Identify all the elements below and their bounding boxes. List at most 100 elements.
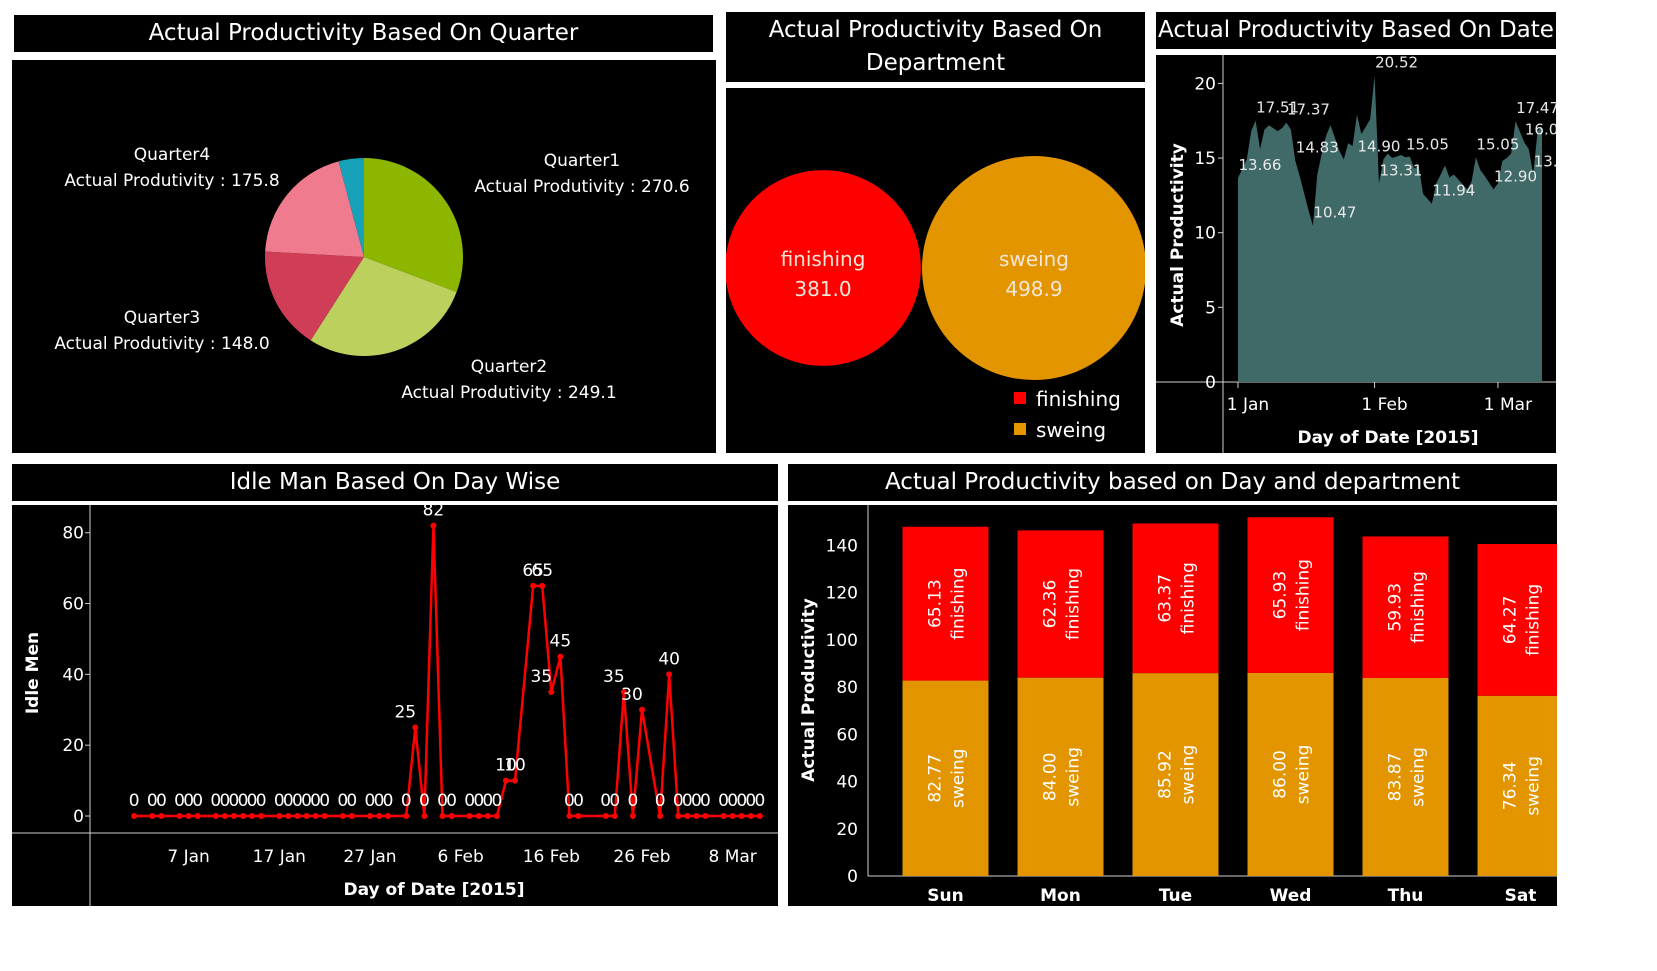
idle-point — [186, 813, 192, 819]
legend-label-finishing: finishing — [1036, 387, 1121, 411]
y-axis-title: Idle Men — [23, 632, 43, 714]
area-data-label: 10.47 — [1313, 204, 1356, 222]
bar-value-label: 84.00 — [1041, 752, 1061, 801]
idle-point — [403, 813, 409, 819]
area-data-label: 15.05 — [1406, 135, 1449, 153]
bar-series-label: sweing — [1179, 745, 1199, 805]
day-dept-chart-title: Actual Productivity based on Day and dep… — [788, 464, 1557, 501]
idle-point-label: 0 — [192, 791, 203, 811]
idle-point — [440, 813, 446, 819]
bar-value-label: 65.13 — [926, 579, 946, 628]
idle-point — [231, 813, 237, 819]
area-data-label: 17.37 — [1287, 101, 1330, 119]
day-dept-bar-chart: 020406080100120140Actual Productivity 82.… — [788, 505, 1557, 906]
idle-point-label: 35 — [530, 667, 552, 687]
pie-label-name: Quarter1 — [544, 151, 621, 171]
idle-point — [412, 724, 418, 730]
pie-label-name: Quarter3 — [124, 308, 201, 328]
y-tick-label: 5 — [1205, 298, 1216, 318]
bar-value-label: 83.87 — [1386, 753, 1406, 802]
idle-point — [285, 813, 291, 819]
department-bubble-chart: finishing381.0sweing498.9finishingsweing — [726, 88, 1145, 453]
idle-point — [494, 813, 500, 819]
bar-series-label: finishing — [1294, 559, 1314, 631]
idle-point-label: 0 — [419, 791, 430, 811]
idle-point-label: 10 — [504, 756, 526, 776]
idle-line-chart: 0204060807 Jan 17 Jan 27 Jan 6 Feb 16 Feb 26 … — [12, 505, 778, 906]
y-tick-label: 80 — [62, 524, 84, 544]
bar-value-label: 63.37 — [1156, 574, 1176, 623]
bar-series-label: finishing — [1064, 568, 1084, 640]
area-series — [1238, 76, 1542, 382]
idle-point — [177, 813, 183, 819]
idle-point — [603, 813, 609, 819]
y-tick-label: 60 — [836, 725, 858, 745]
bar-series-label: finishing — [949, 568, 969, 640]
idle-point-label: 0 — [346, 791, 357, 811]
idle-line-panel: 0 20 40 60 80 7 Jan 17 Jan 27 Jan 6 Feb 16 Feb 26 … — [12, 505, 778, 906]
idle-point — [684, 813, 690, 819]
x-tick-label: Sat — [1505, 886, 1537, 906]
idle-point — [158, 813, 164, 819]
day-dept-bar-panel: 0 20 40 60 80 100 120 140 Actual Productivity 82.… — [788, 505, 1557, 906]
idle-point — [349, 813, 355, 819]
y-tick-label: 100 — [826, 631, 858, 651]
idle-point — [612, 813, 618, 819]
bar-series-label: finishing — [1409, 571, 1429, 643]
idle-point — [757, 813, 763, 819]
area-data-label: 11.94 — [1432, 182, 1475, 200]
pie-label-name: Quarter4 — [134, 145, 211, 165]
y-tick-label: 140 — [826, 536, 858, 556]
quarter-pie-chart: Quarter1 Actual Produtivity : 270.6 Quarte… — [12, 60, 716, 453]
area-data-label: 13.66 — [1239, 156, 1282, 174]
department-bubble-panel: finishing 381.0 sweing 498.9 finishing sweing — [726, 88, 1145, 453]
idle-point — [313, 813, 319, 819]
area-data-label: 20.52 — [1375, 55, 1418, 72]
x-tick-label: 7 Jan — [167, 847, 209, 867]
pie-label-value: Actual Produtivity : 270.6 — [474, 177, 689, 197]
idle-point — [666, 671, 672, 677]
x-tick-label: 17 Jan — [253, 847, 306, 867]
x-tick-label: 26 Feb — [613, 847, 670, 867]
area-data-label: 13.31 — [1380, 161, 1423, 179]
idle-point-label: 0 — [256, 791, 267, 811]
idle-point-label: 0 — [655, 791, 666, 811]
idle-point — [639, 707, 645, 713]
pie-label-value: Actual Produtivity : 148.0 — [54, 334, 269, 354]
idle-point — [240, 813, 246, 819]
bar-value-label: 62.36 — [1041, 580, 1061, 629]
idle-point — [748, 813, 754, 819]
y-tick-label: 15 — [1194, 149, 1216, 169]
x-axis-title: Day of Date [2015] — [1297, 428, 1478, 448]
idle-point — [721, 813, 727, 819]
bar-value-label: 82.77 — [926, 754, 946, 803]
bar-value-label: 85.92 — [1156, 750, 1176, 799]
idle-point — [131, 813, 137, 819]
y-tick-label: 20 — [62, 736, 84, 756]
x-tick-label: Sun — [927, 886, 963, 906]
idle-point-label: 0 — [754, 791, 765, 811]
idle-point-label: 0 — [129, 791, 140, 811]
pie-label-value: Actual Produtivity : 249.1 — [401, 383, 616, 403]
bar-series-label: sweing — [1064, 747, 1084, 807]
y-tick-label: 40 — [62, 665, 84, 685]
bar-value-label: 86.00 — [1271, 750, 1291, 799]
date-area-panel: 0 5 10 15 20 1 Jan 1 Feb 1 Mar Day of Date [2015… — [1156, 55, 1556, 453]
quarter-pie-panel: Quarter1 Actual Produtivity : 270.6 Quarte… — [12, 60, 716, 453]
area-data-label: 14.90 — [1357, 138, 1400, 156]
x-tick-label: Tue — [1159, 886, 1192, 906]
idle-point — [276, 813, 282, 819]
idle-point — [449, 813, 455, 819]
idle-point — [576, 813, 582, 819]
idle-point — [249, 813, 255, 819]
quarter-chart-title: Actual Productivity Based On Quarter — [14, 15, 713, 52]
idle-point — [530, 583, 536, 589]
x-tick-label: Thu — [1388, 886, 1424, 906]
x-tick-label: Mon — [1040, 886, 1081, 906]
y-tick-label: 10 — [1194, 224, 1216, 244]
idle-chart-title: Idle Man Based On Day Wise — [12, 464, 778, 501]
y-tick-label: 0 — [73, 807, 84, 827]
bubble-value-label: 381.0 — [794, 277, 851, 301]
idle-point-label: 25 — [394, 702, 416, 722]
idle-point — [539, 583, 545, 589]
